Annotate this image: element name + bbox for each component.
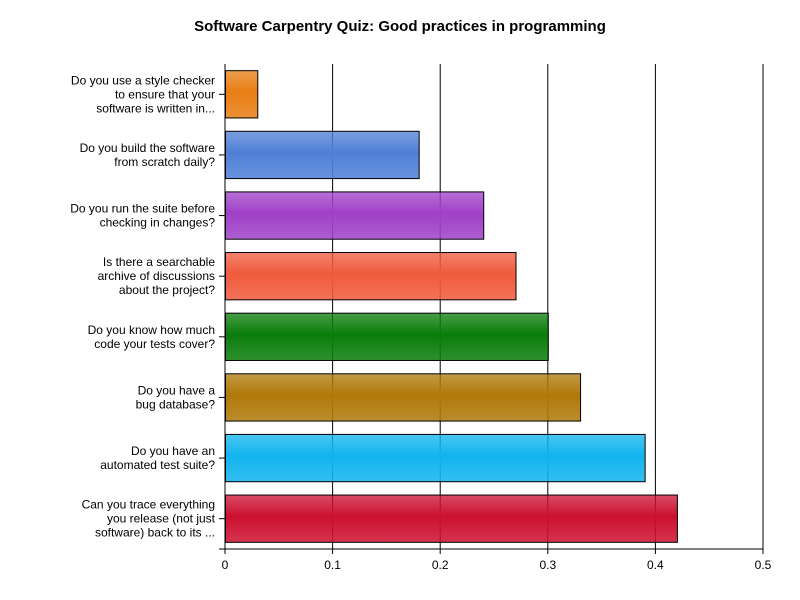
category-label-line: Do you have an [131,444,215,458]
chart-title: Software Carpentry Quiz: Good practices … [194,18,606,35]
category-label-line: code your tests cover? [94,337,215,351]
category-label-line: automated test suite? [100,458,215,472]
category-label-line: from scratch daily? [114,155,215,169]
bar [225,70,259,119]
x-tick-label: 0.5 [755,558,772,572]
bar [225,252,517,301]
bar [225,191,485,240]
x-tick-label: 0 [222,558,229,572]
bar [225,373,582,422]
category-label-line: you release (not just [107,512,216,526]
category-label-line: bug database? [136,397,216,411]
category-label-line: Do you build the software [80,141,216,155]
category-label-line: Do you run the suite before [70,202,215,216]
category-label-line: Do you know how much [88,323,215,337]
axes [219,64,764,554]
bar [225,494,678,543]
category-label-line: software) back to its ... [95,526,215,540]
labels: 0 0.1 0.2 0.3 0.4 0.5 Do you use a style check… [70,73,771,572]
category-label: Do you use a style checker to ensure that… [71,73,215,115]
x-tick-label: 0.1 [324,558,341,572]
category-label: Do you run the suite before checking in c… [70,202,215,230]
bar [225,433,646,483]
category-label-line: Do you have a [138,383,216,397]
category-label: Is there a searchable archive of discussi… [98,255,216,297]
category-label-line: about the project? [119,283,215,297]
x-tick-label: 0.2 [432,558,449,572]
category-label: Can you trace everything you release (not… [82,498,216,540]
category-label: Do you have an automated test suite? [100,444,215,472]
category-label: Do you build the software from scratch da… [80,141,216,169]
category-label: Do you have a bug database? [136,383,216,411]
category-label-line: Do you use a style checker [71,73,215,87]
category-label-line: archive of discussions [98,269,215,283]
x-tick-label: 0.4 [647,558,664,572]
category-label-line: Can you trace everything [82,498,215,512]
bar [225,130,420,180]
bars [225,70,678,543]
x-tick-label: 0.3 [539,558,556,572]
category-label-line: checking in changes? [100,216,216,230]
category-label-line: Is there a searchable [103,255,215,269]
bar [225,312,549,361]
category-label-line: to ensure that your [115,87,215,101]
category-label-line: software is written in... [96,101,215,115]
category-label: Do you know how much code your tests cove… [88,323,216,351]
